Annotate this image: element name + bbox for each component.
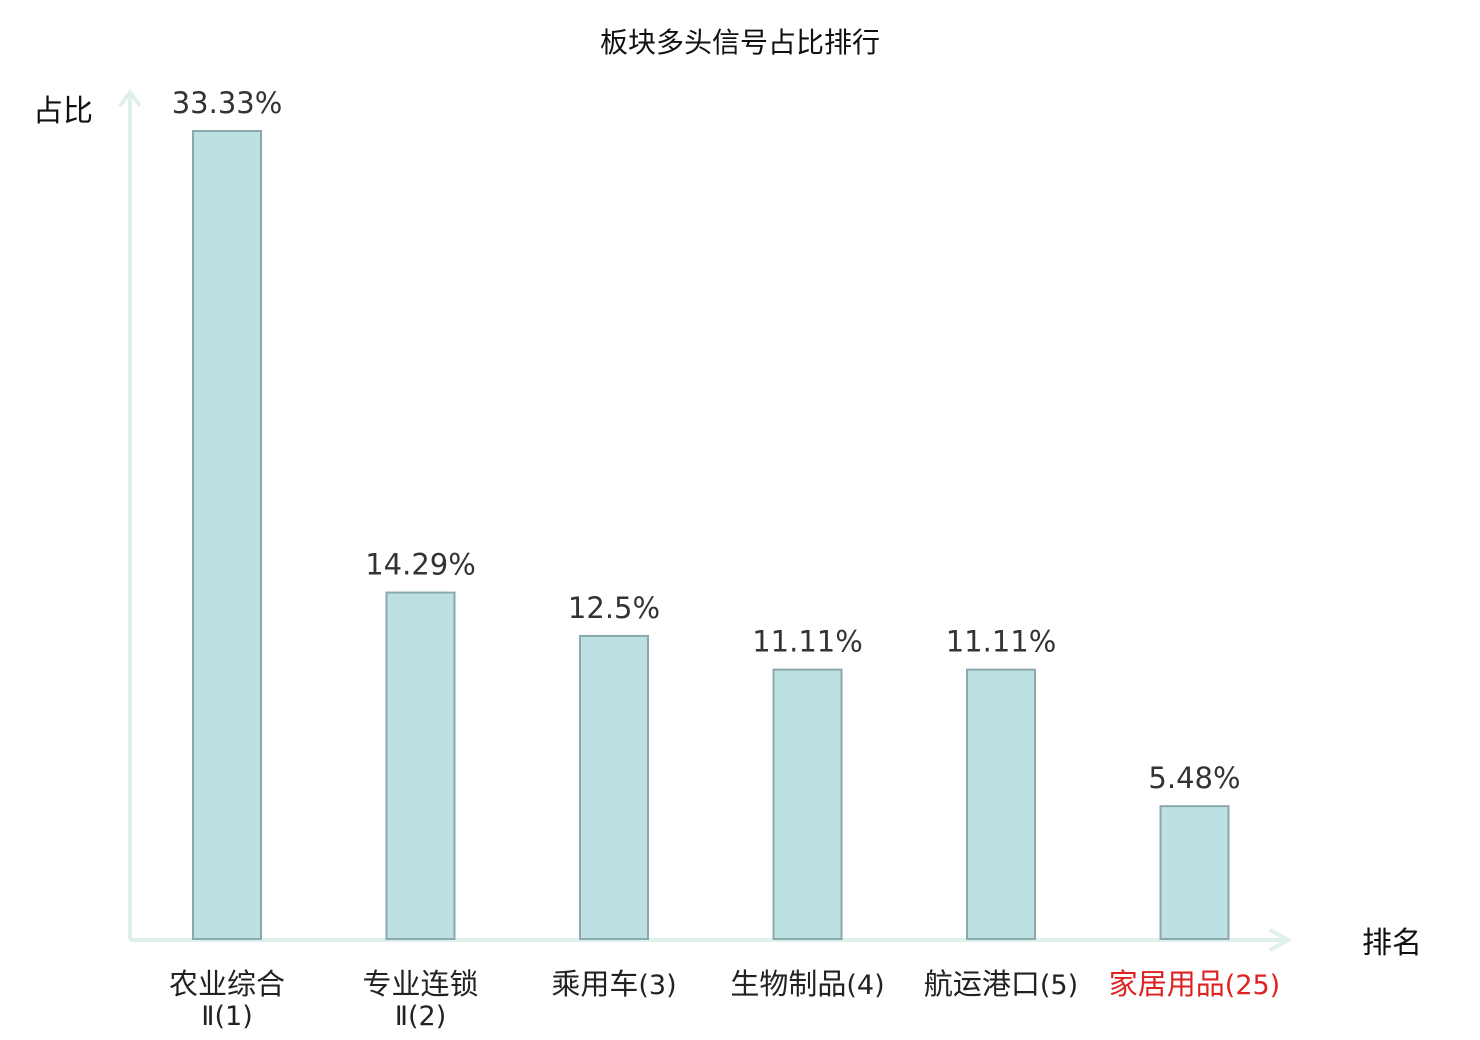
y-axis-arrow [118, 88, 142, 108]
bar [1159, 805, 1230, 940]
chart-title: 板块多头信号占比排行 [600, 26, 880, 59]
category-label: 农业综合 [169, 967, 285, 1001]
axes [118, 88, 1293, 952]
bar [772, 668, 843, 941]
value-label: 12.5% [568, 591, 660, 625]
bar [966, 668, 1036, 941]
bars [192, 130, 1230, 941]
value-label: 33.33% [172, 86, 283, 120]
value-label: 14.29% [365, 548, 476, 582]
category-label: 家居用品(25) [1109, 967, 1280, 1001]
category-rank-label: Ⅱ(2) [395, 1001, 447, 1032]
bar [385, 591, 456, 940]
value-label: 5.48% [1148, 761, 1240, 795]
value-labels: 33.33% 14.29% 12.5% 11.11% 11.11% 5.48% [172, 86, 1241, 795]
bar [579, 634, 649, 941]
category-label: 生物制品(4) [730, 967, 884, 1001]
bar [192, 130, 262, 940]
value-label: 11.11% [752, 625, 863, 659]
value-label: 11.11% [946, 625, 1057, 659]
x-axis-label: 排名 [1362, 926, 1422, 961]
category-label: 航运港口(5) [924, 967, 1078, 1001]
category-rank-label: Ⅱ(1) [201, 1001, 253, 1032]
x-axis-arrow [1269, 928, 1293, 952]
category-label: 专业连锁 [362, 967, 478, 1001]
category-label: 乘用车(3) [551, 967, 676, 1001]
y-axis-label: 占比 [33, 94, 93, 129]
